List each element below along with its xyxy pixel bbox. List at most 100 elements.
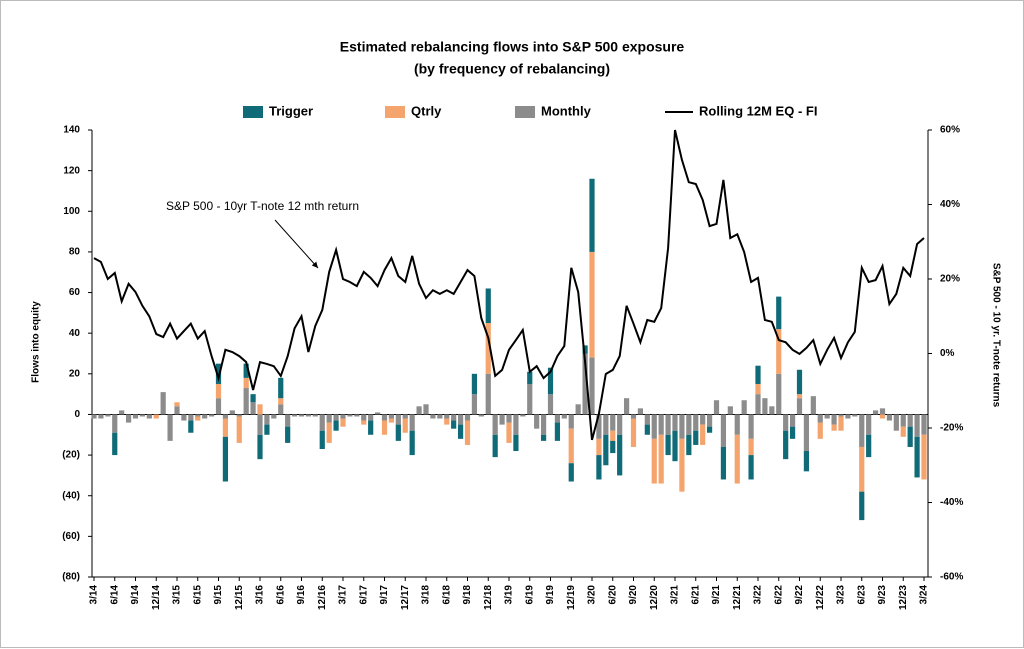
bar-segment [409,414,415,431]
bar-segment [610,430,616,441]
x-tick-label: 3/22 [753,585,764,605]
bar-segment [921,434,927,480]
bar-segment [741,400,747,415]
line-series [93,129,925,441]
bar-segment [879,414,886,419]
bar-segment [243,377,249,389]
bar-segment [229,410,235,415]
bar-segment [554,422,561,441]
bar-segment [879,408,886,415]
bar-segment [215,363,222,384]
bar-segment [561,414,567,419]
bar-segment [831,414,837,425]
bar-segment [700,414,706,425]
bar-segment [278,404,284,415]
bar-segment [568,414,574,429]
bar-segment [720,446,727,480]
x-tick-label: 3/21 [670,585,681,605]
bar-segment [485,373,491,415]
bar-segment [257,404,263,415]
bar-segment [713,400,720,415]
x-tick-label: 9/20 [628,585,639,605]
bar-segment [866,434,872,458]
bar-segment [91,414,97,419]
bar-segment [112,414,118,433]
bar-segment [727,406,733,415]
chart-title: Estimated rebalancing flows into S&P 500… [340,39,685,55]
x-tick-label: 12/14 [151,585,162,610]
bar-segment [236,416,242,443]
bar-segment [617,414,623,435]
bar-segment [153,414,159,419]
x-tick-label: 6/14 [109,585,120,605]
bar-segment [326,414,332,423]
bar-segment [817,422,823,439]
x-tick-label: 3/14 [89,585,100,605]
bar-segment [174,402,180,407]
bar-segment [202,414,208,419]
bar-segment [326,422,332,443]
bar-segment [215,398,222,415]
x-tick-label: 3/23 [836,585,847,605]
y-tick-label: 80 [69,247,81,258]
x-tick-label: 6/22 [773,585,784,605]
x-tick-label: 12/15 [234,585,245,610]
bar-segment [146,414,152,419]
bar-segment [859,446,865,492]
bar-segment [451,420,457,429]
bar-segment [693,414,699,431]
annotation: S&P 500 - 10yr T-note 12 mth return [166,199,359,213]
x-tick-label: 12/18 [483,585,494,610]
bar-segment [658,434,664,484]
bar-segment [630,414,637,419]
bar-segment [361,414,367,421]
chart-subtitle: (by frequency of rebalancing) [414,61,610,77]
y-tick-label: (40) [62,490,80,501]
bar-segment [534,414,540,429]
bar-segment [250,402,256,415]
bar-segment [361,420,367,425]
bar-segment [181,414,187,421]
bar-segment [208,414,215,417]
bar-segment [810,396,816,415]
x-tick-label: 6/18 [441,585,452,605]
bar-segment [769,406,775,415]
x-tick-label: 9/22 [794,585,805,605]
x-tick-label: 12/23 [898,585,909,610]
x-tick-label: 6/15 [192,585,203,605]
annotation-arrow [274,219,319,269]
bar-segment [734,434,740,484]
bar-segment [464,414,471,421]
bar-segment [796,394,803,399]
bar-segment [98,414,104,419]
legend-swatch [385,106,405,118]
bar-segment [119,410,125,415]
bar-segment [596,414,602,439]
bar-segment [893,414,899,431]
bar-segment [859,414,865,447]
bar-segment [457,424,464,439]
x-tick-label: 6/20 [607,585,618,605]
y2-tick-label: -20% [940,423,963,434]
x-tick-label: 9/16 [296,585,307,605]
bar-segment [589,178,595,252]
bar-segment [776,329,782,374]
bar-segment [291,414,298,417]
bar-segment [222,418,229,437]
bar-segment [340,418,346,427]
bar-segment [568,428,574,464]
bar-segment [395,414,401,425]
bar-segment [672,430,678,462]
bar-segment [665,414,671,435]
x-tick-label: 12/21 [732,585,743,610]
bar-segment [222,436,229,482]
x-tick-label: 3/16 [255,585,266,605]
bar-segment [644,414,650,425]
bar-segment [665,434,671,456]
y-tick-label: 0 [74,409,80,420]
bar-segment [305,414,312,417]
bar-segment [540,434,547,441]
bar-segment [478,414,484,417]
bar-segment [457,414,464,425]
